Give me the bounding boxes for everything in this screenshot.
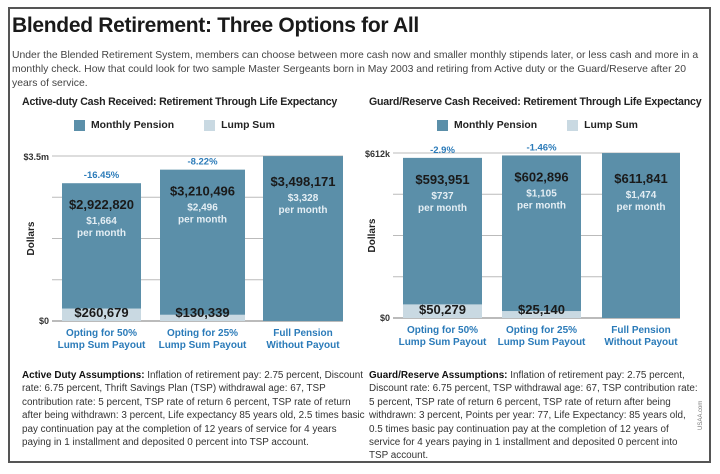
bar-monthly-pension xyxy=(602,153,680,318)
intro-text: Under the Blended Retirement System, mem… xyxy=(12,50,699,89)
y-tick-label-min: $0 xyxy=(39,316,49,326)
y-tick-label-max: $3.5m xyxy=(23,152,49,162)
assumptions-label: Active Duty Assumptions: xyxy=(22,370,145,381)
assumptions-active: Active Duty Assumptions: Inflation of re… xyxy=(22,369,367,449)
lump-sum-value-label: $50,279 xyxy=(419,302,466,317)
y-tick-label-max: $612k xyxy=(365,149,391,159)
percent-change-label: -2.9% xyxy=(430,145,455,156)
lump-sum-value-label: $260,679 xyxy=(74,305,128,320)
monthly-amount-label: $1,474 xyxy=(626,190,657,201)
bar-lump-sum xyxy=(403,304,482,318)
legend-label-lump: Lump Sum xyxy=(584,120,638,131)
per-month-label: per month xyxy=(418,203,467,214)
y-tick-label-min: $0 xyxy=(380,313,390,323)
category-label: Full Pension xyxy=(273,328,332,339)
pension-value-label: $611,841 xyxy=(614,171,668,186)
legend-label-pension: Monthly Pension xyxy=(454,120,538,131)
monthly-amount-label: $737 xyxy=(431,191,454,202)
monthly-amount-label: $2,496 xyxy=(187,203,218,214)
y-axis-label: Dollars xyxy=(367,218,378,252)
legend-label-pension: Monthly Pension xyxy=(91,120,175,131)
infographic-frame xyxy=(8,7,711,463)
chart-title-guard: Guard/Reserve Cash Received: Retirement … xyxy=(369,96,702,108)
legend-swatch-lump xyxy=(204,120,216,131)
category-label: Lump Sum Payout xyxy=(399,337,487,348)
category-label: Opting for 25% xyxy=(167,328,238,339)
category-label: Lump Sum Payout xyxy=(498,337,586,348)
legend-swatch-lump xyxy=(567,120,579,131)
per-month-label: per month xyxy=(77,228,126,239)
bar-lump-sum xyxy=(160,314,245,321)
bar-monthly-pension xyxy=(502,155,581,312)
monthly-amount-label: $3,328 xyxy=(288,193,319,204)
percent-change-label: -8.22% xyxy=(187,157,218,168)
assumptions-text: Inflation of retirement pay: 2.75 percen… xyxy=(369,370,698,462)
pension-value-label: $593,951 xyxy=(415,172,469,187)
per-month-label: per month xyxy=(517,200,566,211)
category-label: Opting for 50% xyxy=(407,325,478,336)
source-credit: USAA.com xyxy=(698,400,704,430)
per-month-label: per month xyxy=(178,215,227,226)
bar-monthly-pension xyxy=(403,157,482,305)
category-label: Without Payout xyxy=(604,337,678,348)
y-axis-label: Dollars xyxy=(26,221,37,255)
page-title: Blended Retirement: Three Options for Al… xyxy=(12,14,419,37)
percent-change-label: -1.46% xyxy=(526,142,557,153)
assumptions-text: Inflation of retirement pay: 2.75 percen… xyxy=(22,370,365,449)
pension-value-label: $2,922,820 xyxy=(69,197,134,212)
chart-title-active: Active-duty Cash Received: Retirement Th… xyxy=(22,96,338,108)
pension-value-label: $602,896 xyxy=(514,169,568,184)
bar-monthly-pension xyxy=(62,183,141,309)
legend-active: Monthly Pension Lump Sum xyxy=(74,120,275,131)
lump-sum-value-label: $25,140 xyxy=(518,302,565,317)
category-label: Without Payout xyxy=(266,340,340,351)
per-month-label: per month xyxy=(279,205,328,216)
category-label: Lump Sum Payout xyxy=(58,340,146,351)
assumptions-guard: Guard/Reserve Assumptions: Inflation of … xyxy=(369,369,699,463)
bar-lump-sum xyxy=(62,308,141,321)
assumptions-label: Guard/Reserve Assumptions: xyxy=(369,370,508,381)
percent-change-label: -16.45% xyxy=(84,170,120,181)
legend-guard: Monthly Pension Lump Sum xyxy=(437,120,638,131)
monthly-amount-label: $1,105 xyxy=(526,188,557,199)
pension-value-label: $3,210,496 xyxy=(170,184,235,199)
bar-monthly-pension xyxy=(160,169,245,315)
category-label: Opting for 50% xyxy=(66,328,137,339)
bar-lump-sum xyxy=(502,311,581,318)
bar-monthly-pension xyxy=(263,156,343,321)
category-label: Lump Sum Payout xyxy=(159,340,247,351)
category-label: Full Pension xyxy=(611,325,670,336)
pension-value-label: $3,498,171 xyxy=(270,174,335,189)
lump-sum-value-label: $130,339 xyxy=(175,305,229,320)
monthly-amount-label: $1,664 xyxy=(86,216,117,227)
per-month-label: per month xyxy=(617,202,666,213)
legend-swatch-pension xyxy=(437,120,448,131)
category-label: Opting for 25% xyxy=(506,325,577,336)
legend-label-lump: Lump Sum xyxy=(221,120,275,131)
legend-swatch-pension xyxy=(74,120,85,131)
